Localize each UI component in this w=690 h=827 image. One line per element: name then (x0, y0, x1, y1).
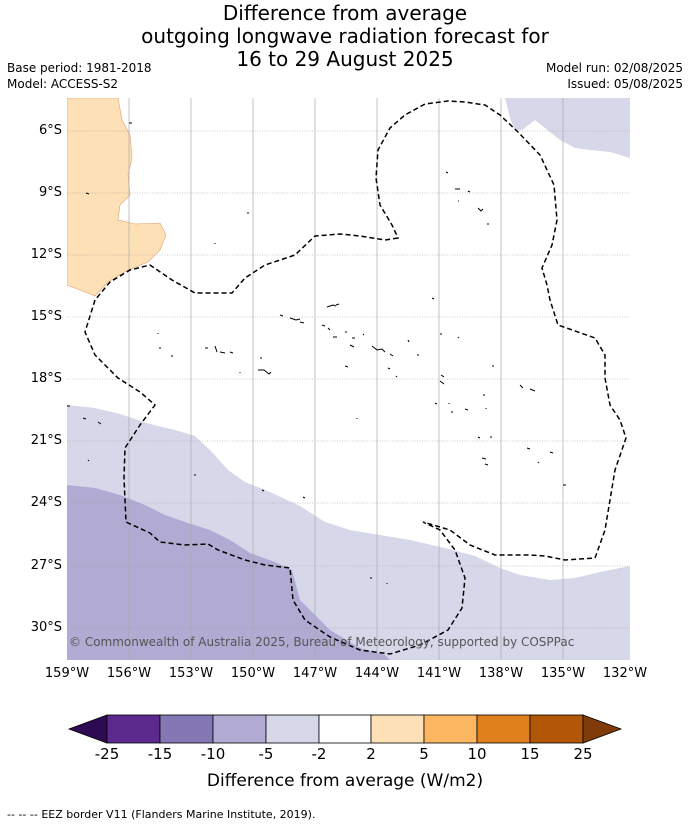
lat-label: 30°S (30, 620, 62, 635)
colorbar-bin-7 (423, 714, 478, 744)
colorbar-bin-2 (159, 714, 214, 744)
lon-label: 153°W (168, 666, 214, 681)
colorbar-tick: -2 (311, 745, 327, 763)
copyright-notice: © Commonwealth of Australia 2025, Bureau… (69, 635, 575, 649)
title-line-1: Difference from average (222, 1, 468, 25)
map-title: Difference from average outgoing longwav… (0, 2, 690, 71)
lon-label: 156°W (106, 666, 152, 681)
lon-label: 141°W (416, 666, 462, 681)
colorbar-tick: 5 (419, 745, 429, 763)
lat-label: 27°S (30, 558, 62, 573)
colorbar-tick: 15 (520, 745, 540, 763)
colorbar-tick: -5 (258, 745, 274, 763)
eez-legend-text: EEZ border V11 (Flanders Marine Institut… (41, 808, 316, 821)
colorbar-bin-6 (370, 714, 425, 744)
eez-legend-symbol: -- -- -- (7, 808, 38, 821)
base-period: Base period: 1981-2018 (7, 61, 152, 75)
lat-label: 21°S (30, 433, 62, 448)
anomaly-patch-positive (67, 98, 167, 297)
lon-label: 135°W (540, 666, 586, 681)
colorbar-bin-9 (529, 714, 584, 744)
map-area (67, 98, 630, 660)
colorbar-bin-1 (106, 714, 161, 744)
colorbar-tick: 10 (467, 745, 487, 763)
colorbar-tick: -10 (200, 745, 226, 763)
model-run: Model run: 02/08/2025 (545, 61, 683, 75)
lat-label: 15°S (30, 309, 62, 324)
colorbar-tick: 2 (366, 745, 376, 763)
colorbar-tick: 25 (573, 745, 593, 763)
eez-border (84, 100, 627, 655)
meridians (128, 98, 564, 660)
meta-right: Model run: 02/08/2025 Issued: 05/08/2025 (546, 60, 683, 92)
lon-label: 159°W (44, 666, 90, 681)
colorbar-bin-3 (212, 714, 267, 744)
lon-label: 147°W (292, 666, 338, 681)
islands (67, 122, 566, 584)
colorbar-bin-8 (476, 714, 531, 744)
colorbar-bin-4 (265, 714, 320, 744)
title-line-2: outgoing longwave radiation forecast for (141, 24, 549, 48)
lat-label: 24°S (30, 495, 62, 510)
lon-label: 144°W (354, 666, 400, 681)
title-line-3: 16 to 29 August 2025 (236, 47, 454, 71)
colorbar-over-triangle (582, 714, 623, 744)
colorbar-label: Difference from average (W/m2) (206, 771, 484, 791)
lat-label: 9°S (38, 185, 62, 200)
lon-label: 138°W (478, 666, 524, 681)
meta-left: Base period: 1981-2018 Model: ACCESS-S2 (7, 60, 152, 92)
colorbar-tick: -15 (147, 745, 173, 763)
legend-footnote: -- -- -- EEZ border V11 (Flanders Marine… (7, 808, 315, 821)
anomaly-band-mid-purple (67, 485, 390, 660)
lat-label: 6°S (38, 123, 62, 138)
lon-label: 132°W (602, 666, 648, 681)
colorbar-under-triangle (67, 714, 108, 744)
anomaly-patch-northeast (505, 98, 630, 158)
model-name: Model: ACCESS-S2 (7, 77, 119, 91)
lat-label: 12°S (30, 247, 62, 262)
colorbar (67, 714, 623, 744)
colorbar-tick: -25 (94, 745, 120, 763)
issued-date: Issued: 05/08/2025 (567, 77, 683, 91)
lon-label: 150°W (230, 666, 276, 681)
colorbar-bin-5 (318, 714, 372, 744)
lat-label: 18°S (30, 371, 62, 386)
